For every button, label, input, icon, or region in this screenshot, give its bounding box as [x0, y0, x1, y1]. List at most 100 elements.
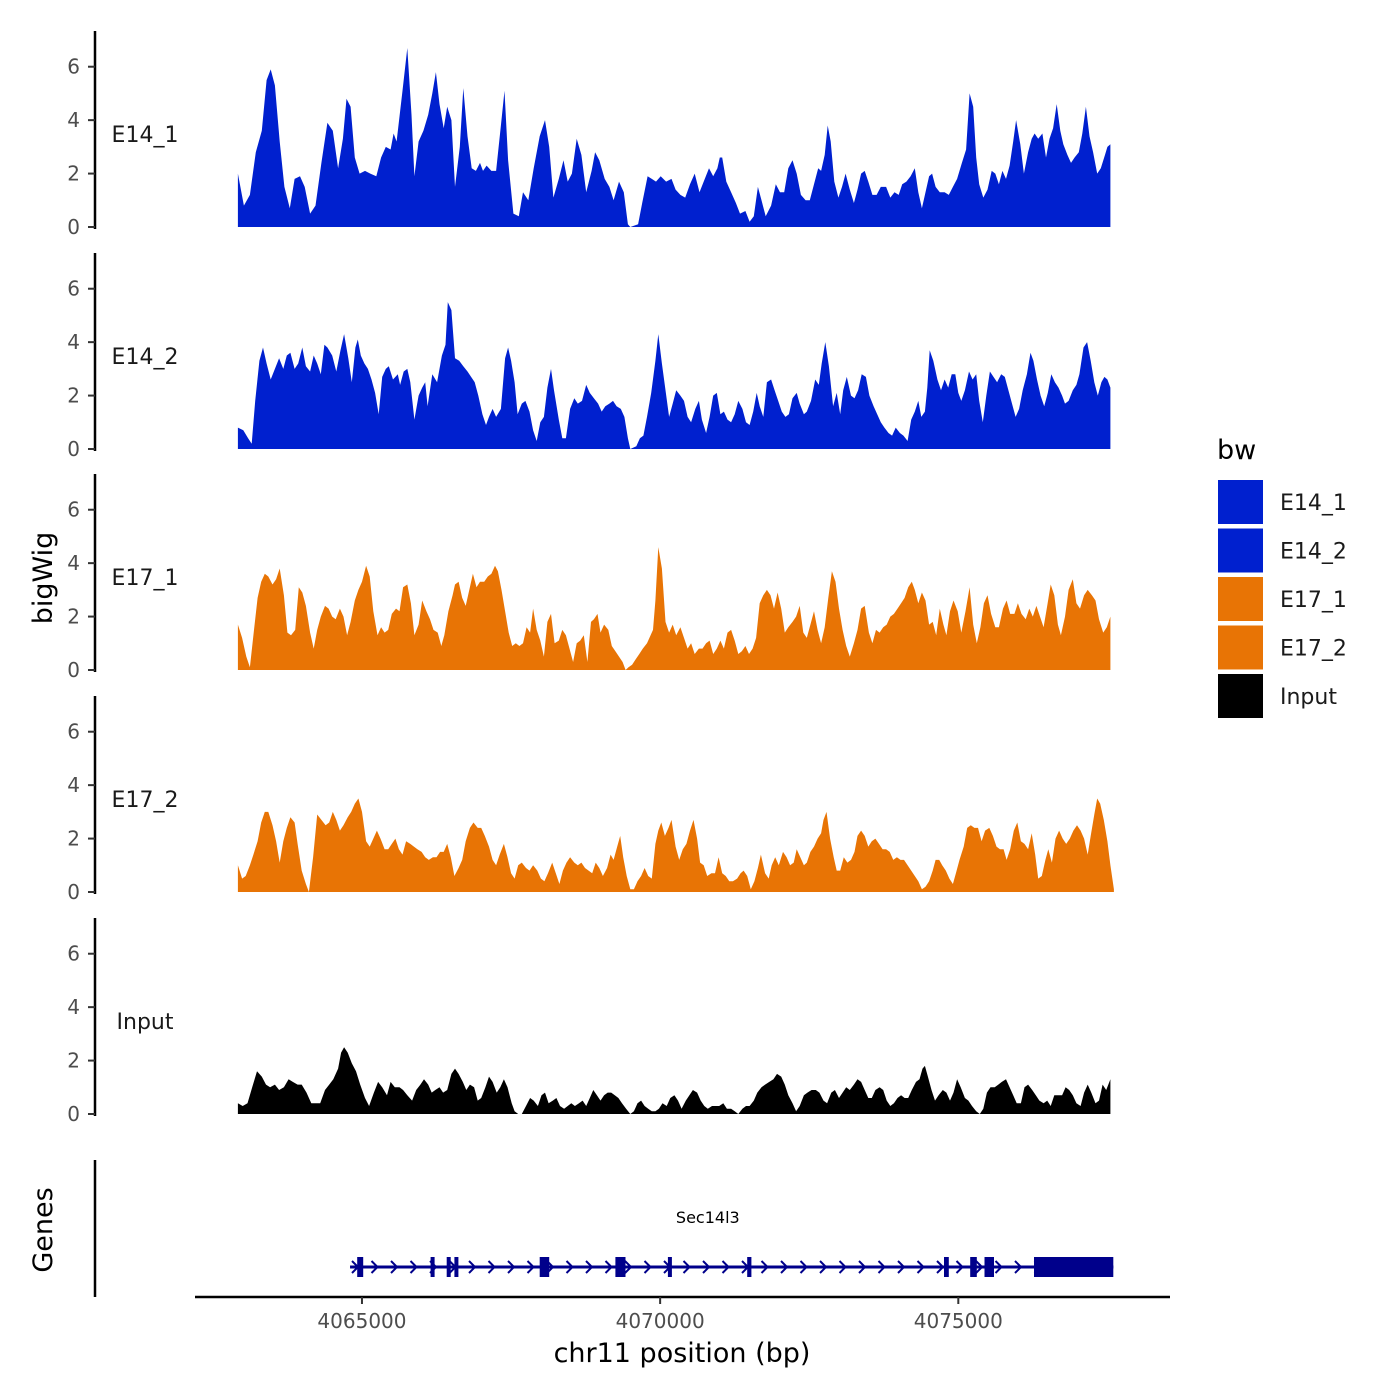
track-input: 0 2 4 6 Input [67, 918, 1111, 1126]
area-series [237, 1047, 1111, 1114]
track-e14-2: 0 2 4 6 E14_2 [67, 253, 1111, 461]
strand-arrow [975, 1260, 984, 1274]
exon [446, 1257, 451, 1277]
genes-panel: Sec14l3 [93, 1160, 1114, 1297]
strand-arrow [819, 1260, 828, 1274]
strand-arrow [994, 1260, 1003, 1274]
legend-label: E14_1 [1280, 491, 1347, 516]
exon [539, 1257, 550, 1277]
legend-label: E17_2 [1280, 637, 1347, 662]
legend-swatch [1218, 625, 1263, 670]
y-tick-label: 2 [67, 384, 80, 408]
strand-arrow [390, 1260, 399, 1274]
legend-swatch [1218, 528, 1263, 573]
strand-arrow [858, 1260, 867, 1274]
exon [357, 1257, 364, 1277]
y-axis: 0 2 4 6 [67, 696, 97, 904]
y-axis: 0 2 4 6 [67, 31, 97, 239]
genes-track-title: Genes [28, 1187, 59, 1272]
strand-arrow [760, 1260, 769, 1274]
y-tick-label: 0 [67, 880, 80, 904]
y-axis: 0 2 4 6 [67, 918, 97, 1126]
strand-arrow [370, 1260, 379, 1274]
track-label: E17_1 [112, 566, 179, 591]
y-tick-label: 4 [67, 551, 80, 575]
exon [970, 1257, 977, 1277]
y-tick-label: 6 [67, 720, 80, 744]
strand-arrow [780, 1260, 789, 1274]
strand-arrow [526, 1260, 535, 1274]
area-series [237, 798, 1114, 892]
y-axis: 0 2 4 6 [67, 253, 97, 461]
y-tick-label: 4 [67, 330, 80, 354]
strand-arrow [409, 1260, 418, 1274]
gene-label: Sec14l3 [676, 1208, 740, 1227]
track-panels: 0 2 4 6 E14_1 0 2 4 6 E14_2 0 2 4 6 E17_1 0 2 4 6 E17_2 0 2 4 6… [67, 31, 1114, 1126]
y-tick-label: 2 [67, 605, 80, 629]
strand-arrow [507, 1260, 516, 1274]
exon [944, 1257, 949, 1277]
strand-arrow [604, 1260, 613, 1274]
y-tick-label: 6 [67, 277, 80, 301]
exon [984, 1257, 994, 1277]
legend-item: E14_1 [1218, 480, 1347, 524]
area-series [237, 547, 1111, 670]
y-tick-label: 2 [67, 827, 80, 851]
y-tick-label: 4 [67, 773, 80, 797]
x-axis-title: chr11 position (bp) [554, 1338, 811, 1369]
legend-title: bw [1217, 435, 1256, 466]
legend-item: E14_2 [1218, 528, 1347, 573]
y-tick-label: 0 [67, 1102, 80, 1126]
legend: bw E14_1 E14_2 E17_1 E17_2 Input [1217, 435, 1347, 718]
legend-swatch [1218, 674, 1263, 718]
track-e17-2: 0 2 4 6 E17_2 [67, 696, 1114, 904]
strand-arrow [487, 1260, 496, 1274]
legend-swatch [1218, 480, 1263, 524]
strand-arrow [799, 1260, 808, 1274]
strand-arrow [1014, 1260, 1023, 1274]
strand-arrow [838, 1260, 847, 1274]
strand-arrow [916, 1260, 925, 1274]
x-axis: 4065000 4070000 4075000 [195, 1295, 1170, 1333]
track-label: E14_2 [112, 345, 179, 370]
exon [747, 1257, 752, 1277]
exon [454, 1257, 459, 1277]
exon [430, 1257, 435, 1277]
y-axis-title: bigWig [28, 532, 59, 625]
exon [615, 1257, 626, 1277]
y-tick-label: 4 [67, 995, 80, 1019]
y-tick-label: 0 [67, 658, 80, 682]
track-e17-1: 0 2 4 6 E17_1 [67, 474, 1111, 682]
legend-label: E17_1 [1280, 588, 1347, 613]
y-tick-label: 2 [67, 1049, 80, 1073]
strand-arrow [897, 1260, 906, 1274]
y-tick-label: 2 [67, 162, 80, 186]
y-tick-label: 6 [67, 942, 80, 966]
track-label: E17_2 [112, 788, 179, 813]
exon [667, 1257, 672, 1277]
strand-arrow [721, 1260, 730, 1274]
legend-item: E17_1 [1218, 577, 1347, 621]
legend-swatch [1218, 577, 1263, 621]
legend-item: E17_2 [1218, 625, 1347, 670]
strand-arrow [877, 1260, 886, 1274]
strand-arrow [565, 1260, 574, 1274]
track-e14-1: 0 2 4 6 E14_1 [67, 31, 1111, 239]
x-tick-label: 4070000 [616, 1309, 705, 1333]
track-label: E14_1 [112, 123, 179, 148]
x-tick-label: 4065000 [317, 1309, 406, 1333]
legend-label: Input [1280, 685, 1337, 710]
strand-arrow [955, 1260, 964, 1274]
strand-arrow [682, 1260, 691, 1274]
area-series [237, 302, 1111, 449]
x-tick-label: 4075000 [914, 1309, 1003, 1333]
strand-arrow [702, 1260, 711, 1274]
y-tick-label: 0 [67, 215, 80, 239]
legend-item: Input [1218, 674, 1337, 718]
y-tick-label: 0 [67, 437, 80, 461]
strand-arrow [936, 1260, 945, 1274]
strand-arrow [643, 1260, 652, 1274]
strand-arrow [585, 1260, 594, 1274]
y-tick-label: 6 [67, 55, 80, 79]
